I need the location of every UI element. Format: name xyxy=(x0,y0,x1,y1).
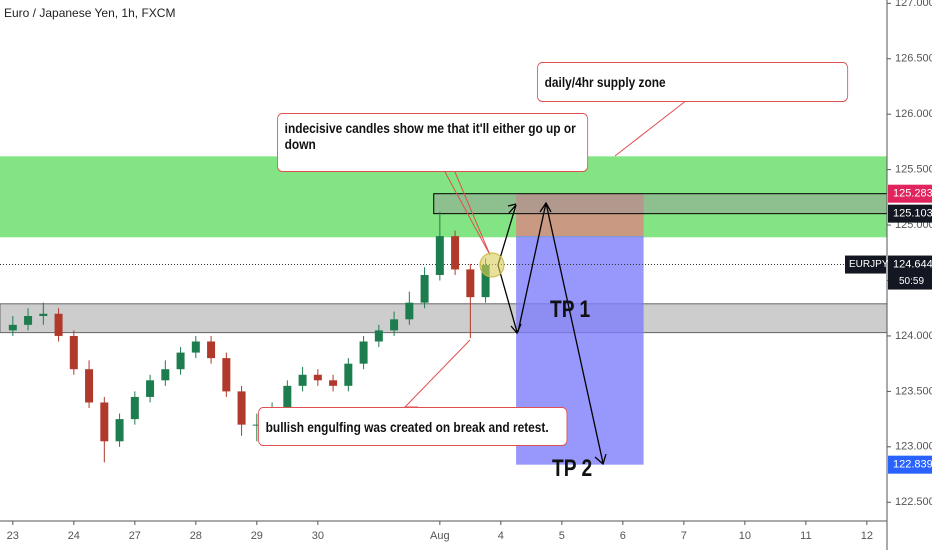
x-tick-label: 7 xyxy=(681,530,687,542)
y-tick-label: 127.000 xyxy=(895,0,932,9)
x-tick-label: 24 xyxy=(68,530,80,542)
arrow-head xyxy=(594,453,607,466)
candle-body xyxy=(39,313,48,316)
arrow xyxy=(497,204,517,266)
x-tick-label: 29 xyxy=(251,530,263,542)
candle-body xyxy=(329,380,338,386)
x-tick-label: 5 xyxy=(559,530,565,542)
annotation: bullish engulfing was created on break a… xyxy=(258,407,568,446)
highlight-circle xyxy=(479,252,505,278)
candle-body xyxy=(85,369,94,403)
pointer xyxy=(403,339,471,408)
price-tag xyxy=(888,184,932,203)
candle-body xyxy=(374,330,383,342)
candle-body xyxy=(146,380,155,397)
candle-body xyxy=(451,236,460,270)
y-tick-label: 123.000 xyxy=(895,441,932,453)
arrow xyxy=(497,264,518,333)
price-tag-label: 122.839 xyxy=(893,459,932,471)
candle-body xyxy=(466,269,475,298)
y-tick-label: 122.500 xyxy=(895,496,932,508)
candle-body xyxy=(100,402,109,442)
x-tick-label: Aug xyxy=(430,530,450,542)
x-tick-label: 10 xyxy=(739,530,751,542)
candle-body xyxy=(435,236,444,275)
annotation: daily/4hr supply zone xyxy=(537,62,849,102)
candle-body xyxy=(191,341,200,353)
x-tick-label: 28 xyxy=(190,530,202,542)
candle-body xyxy=(405,302,414,320)
candle-body xyxy=(283,385,292,409)
annotation: TP 2 xyxy=(552,455,593,482)
x-tick-label: 11 xyxy=(800,530,811,542)
arrow-head xyxy=(539,201,552,213)
candle-body xyxy=(313,374,322,381)
price-tag xyxy=(888,455,932,474)
arrow-head xyxy=(507,203,517,207)
x-tick-label: 30 xyxy=(312,530,324,542)
price-tag-label: 124.644 xyxy=(893,258,932,270)
drawings xyxy=(497,201,607,466)
y-tick-label: 125.500 xyxy=(895,164,932,176)
price-tag xyxy=(888,255,932,290)
symbol-label: EURJPY xyxy=(849,259,889,270)
x-tick-label: 4 xyxy=(498,530,504,542)
y-tick-label: 124.000 xyxy=(895,330,932,342)
candle-body xyxy=(344,363,353,386)
y-tick-label: 123.500 xyxy=(895,385,932,397)
overlay xyxy=(8,211,490,463)
candle-body xyxy=(115,419,124,442)
candle-body xyxy=(222,358,231,392)
y-tick-label: 126.500 xyxy=(895,53,932,65)
x-tick-label: 12 xyxy=(861,530,873,542)
annotation: indecisive candles show me that it'll ei… xyxy=(277,113,589,172)
candle-body xyxy=(298,374,307,386)
price-tag xyxy=(888,204,932,223)
x-tick-label: 27 xyxy=(129,530,141,542)
candle-body xyxy=(237,391,246,425)
price-tag-label: 125.103 xyxy=(893,208,932,220)
candle-body xyxy=(359,341,368,364)
chart-title: Euro / Japanese Yen, 1h, FXCM xyxy=(4,6,175,20)
zone xyxy=(0,303,888,334)
countdown: 50:59 xyxy=(899,276,924,287)
candle-body xyxy=(54,313,63,336)
candle-body xyxy=(69,335,78,370)
symbol-tag xyxy=(845,255,886,274)
candle-body xyxy=(252,424,261,426)
candle-body xyxy=(481,264,490,298)
x-tick-label: 23 xyxy=(7,530,19,542)
price-tag-label: 125.283 xyxy=(893,188,932,200)
candle-body xyxy=(176,352,185,370)
level-band xyxy=(433,193,888,215)
annotation: TP 1 xyxy=(550,296,591,323)
y-tick-label: 126.000 xyxy=(895,108,932,120)
candle-body xyxy=(8,324,17,331)
pointer xyxy=(614,99,688,157)
candle-body xyxy=(161,369,170,381)
candle-body xyxy=(420,274,429,303)
candle-body xyxy=(24,315,33,325)
candle-body xyxy=(130,396,139,420)
x-tick-label: 6 xyxy=(620,530,626,542)
candle-body xyxy=(207,341,216,359)
candle-body xyxy=(390,319,399,331)
